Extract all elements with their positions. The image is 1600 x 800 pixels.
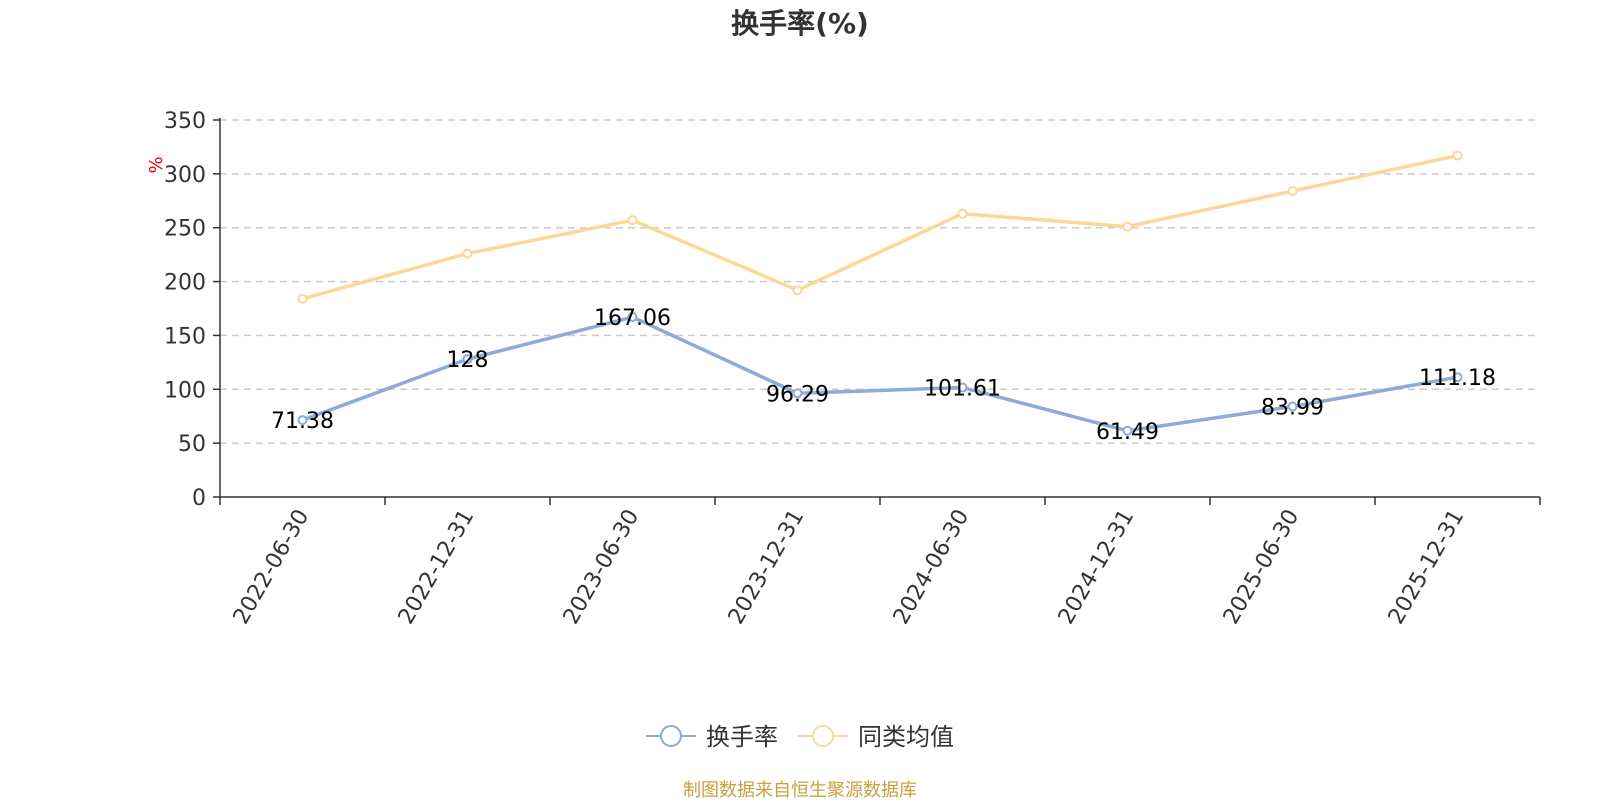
- y-tick-label: 150: [164, 324, 206, 349]
- data-point[interactable]: [462, 248, 473, 259]
- data-point[interactable]: [1452, 372, 1463, 383]
- data-label: 167.06: [594, 306, 671, 331]
- data-point[interactable]: [957, 208, 968, 219]
- data-point[interactable]: [792, 285, 803, 296]
- series-turnover-rate: [297, 312, 1463, 436]
- grid-lines: [220, 119, 1540, 444]
- legend-item-turnover-rate[interactable]: 换手率: [646, 723, 778, 751]
- x-tick-label: 2022-06-30: [229, 505, 315, 628]
- y-tick-label: 200: [164, 271, 206, 296]
- legend-label: 同类均值: [858, 723, 954, 751]
- legend[interactable]: 换手率 同类均值: [646, 723, 954, 751]
- source-note: 制图数据来自恒生聚源数据库: [683, 780, 917, 800]
- y-tick-label: 50: [178, 432, 206, 457]
- data-label: 83.99: [1261, 396, 1324, 421]
- y-tick-label: 100: [164, 378, 206, 403]
- y-tick-label: 300: [164, 163, 206, 188]
- data-point[interactable]: [1287, 186, 1298, 197]
- x-tick-label: 2025-12-31: [1384, 505, 1470, 628]
- data-label: 111.18: [1419, 366, 1496, 391]
- data-point[interactable]: [627, 312, 638, 323]
- data-point[interactable]: [462, 354, 473, 365]
- legend-item-peer-average[interactable]: 同类均值: [798, 723, 954, 751]
- chart-title: 换手率(%): [731, 7, 869, 40]
- y-tick-label: 250: [164, 217, 206, 242]
- x-tick-label: 2022-12-31: [394, 505, 480, 628]
- data-point[interactable]: [1452, 150, 1463, 161]
- data-point[interactable]: [297, 415, 308, 426]
- data-point[interactable]: [627, 215, 638, 226]
- series-line: [300, 315, 1460, 433]
- data-label: 96.29: [766, 382, 829, 407]
- axes: [219, 118, 1540, 498]
- y-tick-label: 350: [164, 109, 206, 134]
- data-label: 128: [447, 348, 489, 373]
- x-tick-labels: 2022-06-30 2022-12-31 2023-06-30 2023-12-31…: [219, 497, 1541, 629]
- series-line: [300, 153, 1460, 301]
- y-tick-labels: 0 50 100 150 200 250 300 350: [164, 109, 220, 511]
- data-label: 101.61: [924, 377, 1001, 402]
- legend-label: 换手率: [706, 723, 778, 751]
- legend-marker-icon: [660, 725, 682, 747]
- data-point[interactable]: [297, 293, 308, 304]
- data-point[interactable]: [792, 388, 803, 399]
- x-tick-label: 2025-06-30: [1219, 505, 1305, 628]
- x-tick-label: 2024-12-31: [1054, 505, 1140, 628]
- data-label: 61.49: [1096, 420, 1159, 445]
- data-label: 71.38: [271, 409, 334, 434]
- x-tick-label: 2023-12-31: [724, 505, 810, 628]
- series-layer: [297, 150, 1463, 436]
- data-point[interactable]: [1122, 221, 1133, 232]
- data-point[interactable]: [1122, 425, 1133, 436]
- legend-marker-icon: [812, 725, 834, 747]
- series-peer-average: [297, 150, 1463, 304]
- y-axis-label: %: [146, 156, 167, 173]
- y-tick-label: 0: [192, 486, 206, 511]
- data-point[interactable]: [1287, 401, 1298, 412]
- data-labels: 71.38 128 167.06 96.29 101.61 61.49 83.99 111.1…: [271, 306, 1496, 445]
- x-tick-label: 2023-06-30: [559, 505, 645, 628]
- data-point[interactable]: [957, 382, 968, 393]
- x-tick-label: 2024-06-30: [889, 505, 975, 628]
